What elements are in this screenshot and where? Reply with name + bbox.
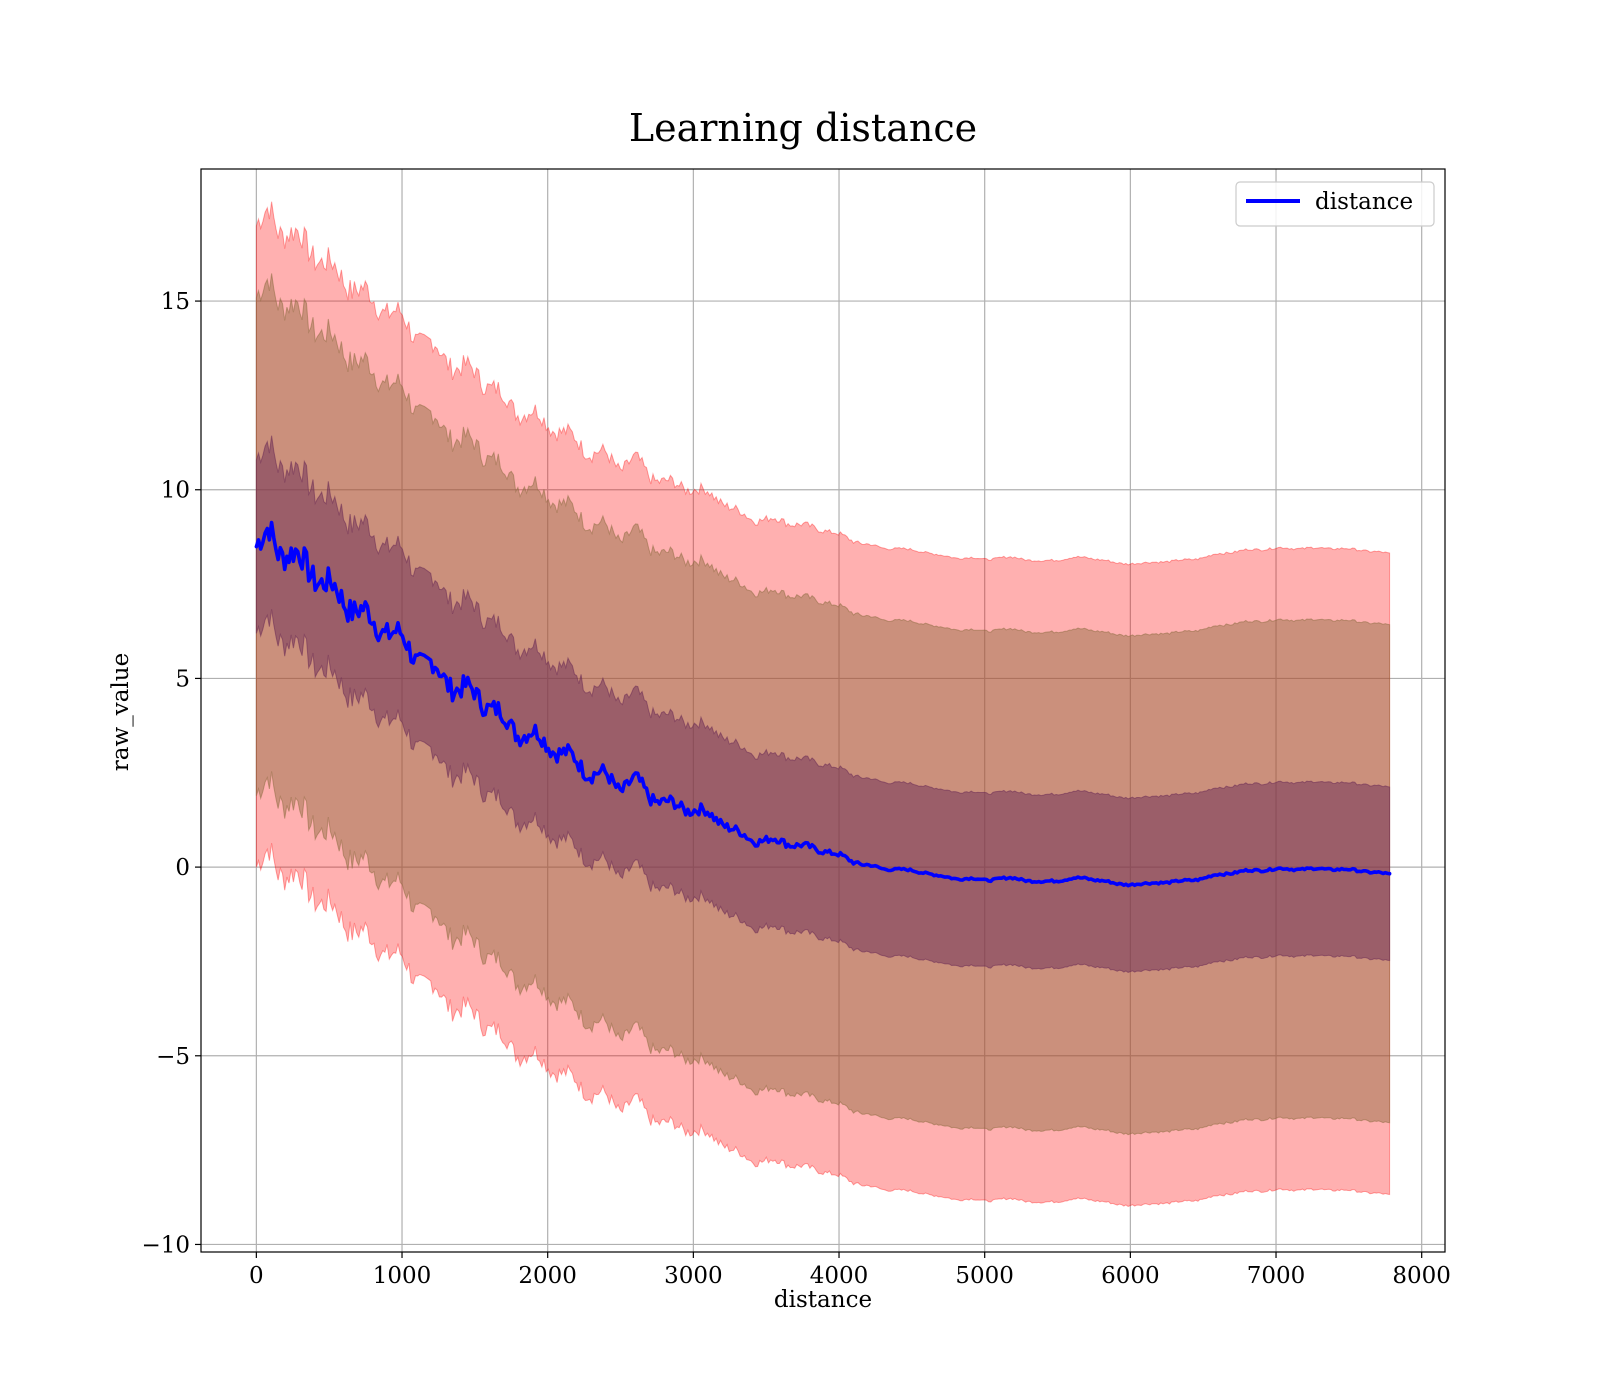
chart-title: Learning distance	[629, 106, 977, 150]
x-tick-label: 0	[249, 1263, 264, 1289]
legend-entry-distance: distance	[1315, 189, 1413, 215]
confidence-bands	[255, 201, 1391, 1207]
x-tick-label: 2000	[518, 1263, 577, 1289]
y-tick-label: 5	[175, 666, 190, 692]
series-line-distance	[254, 520, 1392, 888]
x-tick-label: 3000	[664, 1263, 723, 1289]
y-tick-label: 0	[175, 855, 190, 881]
y-tick-label: 15	[161, 289, 190, 315]
y-tick-label: −10	[141, 1232, 190, 1258]
plot-frame	[200, 168, 1446, 1253]
x-tick-label: 6000	[1101, 1263, 1160, 1289]
x-tick-label: 4000	[810, 1263, 869, 1289]
x-axis-label: distance	[774, 1287, 872, 1313]
x-tick-label: 8000	[1392, 1263, 1451, 1289]
inner-band	[255, 435, 1391, 973]
x-tick-label: 5000	[955, 1263, 1014, 1289]
legend: distance	[1235, 181, 1435, 227]
y-axis-label: raw_value	[108, 653, 134, 771]
legend-box	[1235, 181, 1435, 227]
x-tick-label: 7000	[1247, 1263, 1306, 1289]
x-axis-ticks: 0 1000 2000 3000 4000 5000 6000 7000 8000	[249, 1252, 1451, 1289]
y-tick-label: 10	[161, 478, 190, 504]
y-tick-label: −5	[156, 1044, 190, 1070]
series-lines	[254, 520, 1392, 888]
grid	[201, 169, 1445, 1252]
x-tick-label: 1000	[373, 1263, 432, 1289]
y-axis-ticks: −10 −5 0 5 10 15	[141, 289, 201, 1258]
